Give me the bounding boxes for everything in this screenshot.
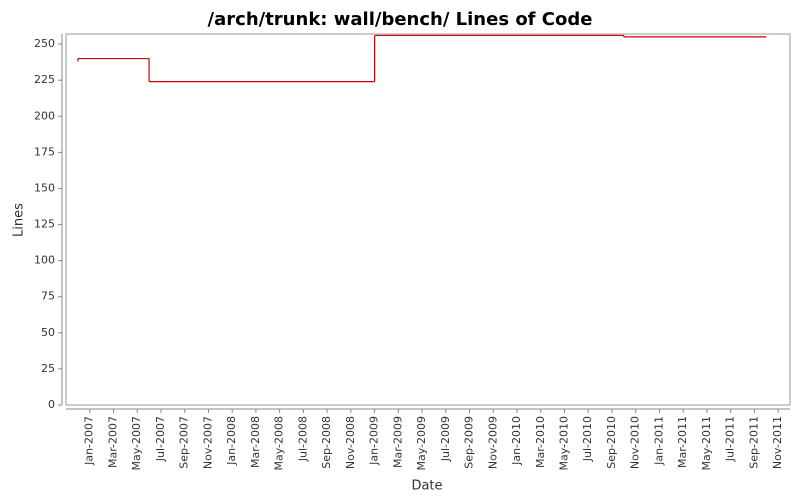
- x-tick-label: May-2008: [273, 416, 286, 471]
- x-tick-label: Mar-2011: [676, 416, 689, 468]
- y-tick-label: 225: [34, 73, 55, 86]
- y-tick-label: 75: [41, 290, 55, 303]
- x-tick-label: Mar-2009: [391, 416, 404, 468]
- y-axis-label: Lines: [12, 203, 27, 237]
- x-tick-label: Jan-2007: [83, 416, 96, 466]
- x-tick-label: Jul-2008: [296, 416, 309, 462]
- x-tick-label: Nov-2011: [771, 416, 784, 469]
- x-tick-label: Mar-2008: [249, 416, 262, 468]
- x-tick-label: Nov-2010: [629, 416, 642, 469]
- x-tick-label: Nov-2007: [201, 416, 214, 469]
- x-tick-label: May-2007: [130, 416, 143, 471]
- y-tick-label: 200: [34, 109, 55, 122]
- x-tick-label: Jul-2010: [581, 416, 594, 462]
- y-tick-label: 175: [34, 145, 55, 158]
- y-tick-label: 50: [41, 326, 55, 339]
- x-tick-label: Jul-2009: [439, 416, 452, 462]
- y-tick-label: 250: [34, 37, 55, 50]
- x-tick-label: Mar-2010: [534, 416, 547, 468]
- x-tick-label: Sep-2010: [605, 416, 618, 469]
- x-tick-label: May-2010: [557, 416, 570, 471]
- x-tick-label: Nov-2009: [486, 416, 499, 469]
- y-tick-label: 100: [34, 254, 55, 267]
- x-tick-label: Sep-2008: [320, 416, 333, 469]
- x-tick-label: Nov-2008: [344, 416, 357, 469]
- x-tick-label: Sep-2009: [463, 416, 476, 469]
- y-tick-label: 125: [34, 218, 55, 231]
- x-tick-label: Jul-2011: [724, 416, 737, 462]
- x-tick-label: Jul-2007: [154, 416, 167, 462]
- x-tick-label: Jan-2008: [225, 416, 238, 466]
- y-tick-label: 0: [48, 398, 55, 411]
- chart-title: /arch/trunk: wall/bench/ Lines of Code: [208, 9, 593, 30]
- x-tick-label: Sep-2011: [747, 416, 760, 469]
- x-tick-label: May-2011: [700, 416, 713, 471]
- x-tick-label: Jan-2010: [510, 416, 523, 466]
- x-tick-label: Sep-2007: [178, 416, 191, 469]
- x-tick-label: May-2009: [415, 416, 428, 471]
- y-tick-label: 150: [34, 181, 55, 194]
- x-axis-label: Date: [411, 479, 442, 494]
- x-tick-label: Jan-2009: [368, 416, 381, 466]
- y-tick-label: 25: [41, 362, 55, 375]
- x-tick-label: Jan-2011: [652, 416, 665, 466]
- plot-area: [65, 33, 791, 406]
- x-tick-label: Mar-2007: [106, 416, 119, 468]
